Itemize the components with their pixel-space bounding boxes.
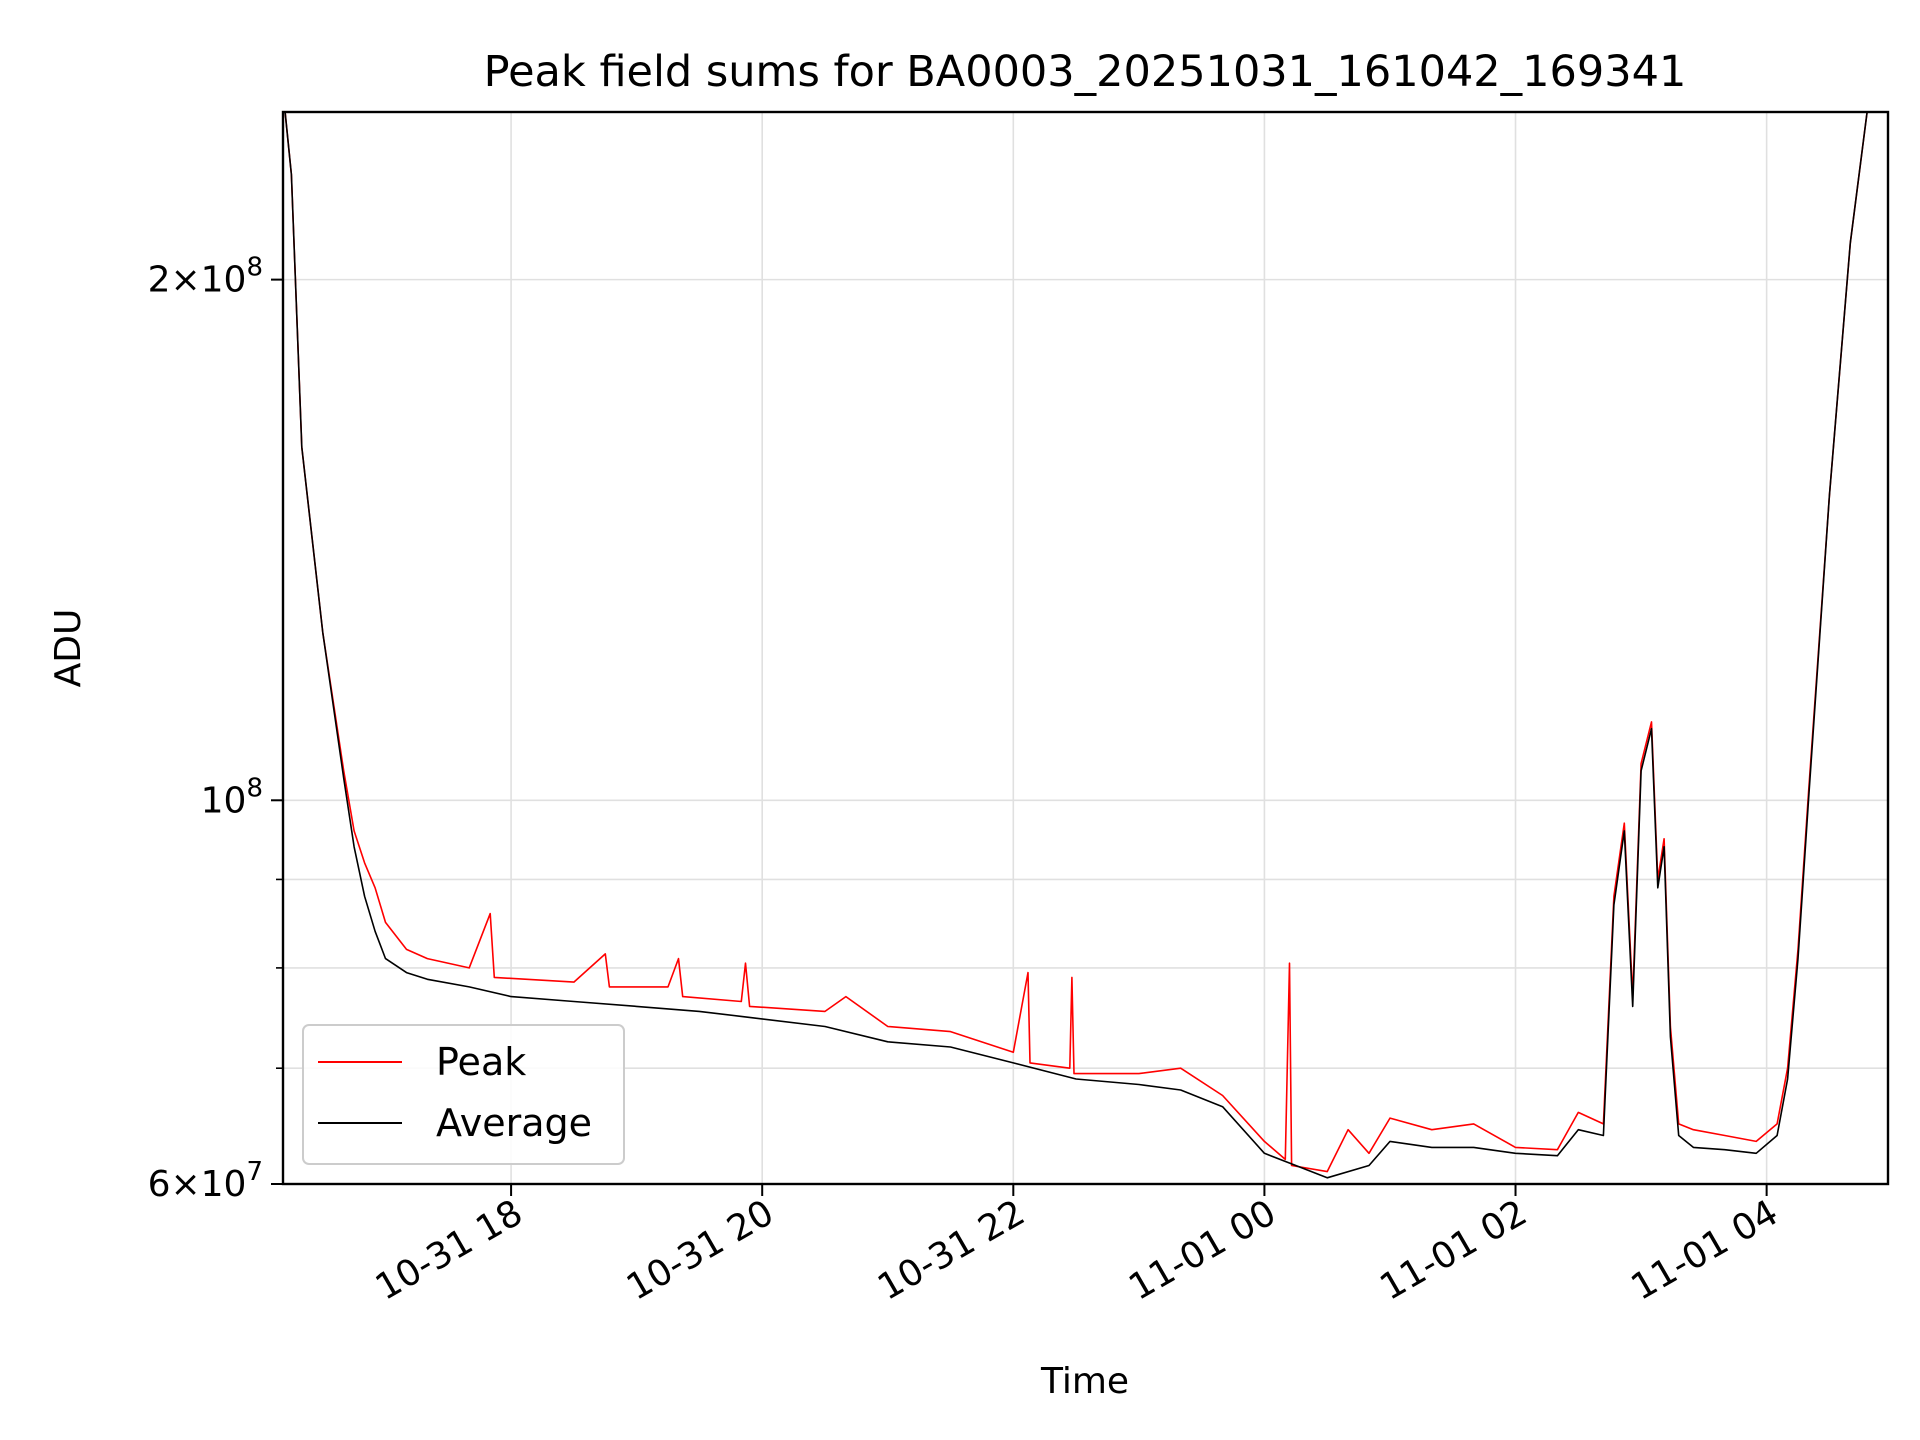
legend-box: [302, 1024, 625, 1165]
series-layer: [284, 112, 1868, 1179]
y-tick-label: 2×108: [148, 253, 263, 301]
y-axis-ticks: 6×107 108 2×108: [148, 253, 283, 1205]
series-line-average: [284, 112, 1868, 1179]
y-tick-label: 6×107: [148, 1157, 263, 1205]
legend: Peak Average: [302, 1024, 625, 1165]
y-axis-label: ADU: [48, 609, 89, 688]
chart-title: Peak field sums for BA0003_20251031_1610…: [484, 47, 1687, 97]
legend-label-peak: Peak: [436, 1040, 526, 1084]
grid-lines: [283, 112, 1888, 1185]
axes-frame: [281, 110, 1890, 1186]
legend-label-average: Average: [436, 1101, 592, 1145]
y-tick-label: 108: [201, 773, 263, 821]
x-axis-label: Time: [1040, 1361, 1129, 1402]
